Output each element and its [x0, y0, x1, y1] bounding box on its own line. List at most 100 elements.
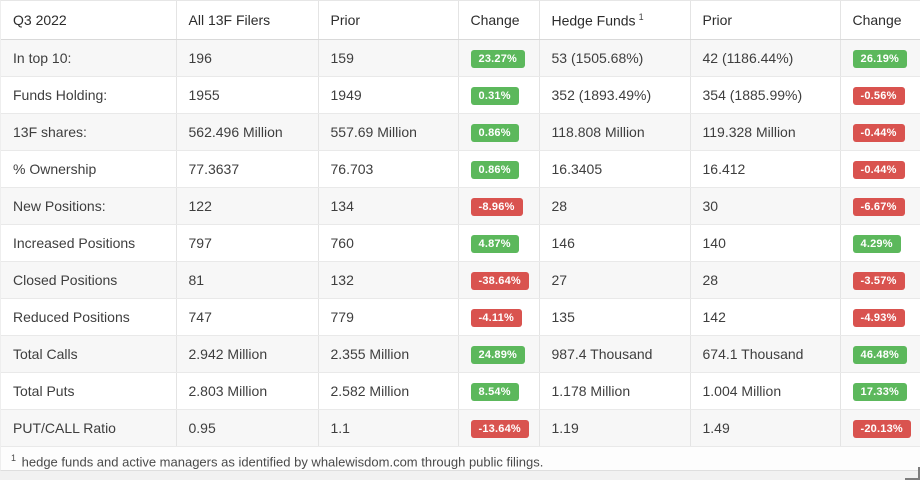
- change-badge: -4.93%: [852, 308, 905, 327]
- change-badge: 17.33%: [852, 382, 908, 401]
- resize-grip-icon[interactable]: [905, 467, 920, 480]
- value-cell: 352 (1893.49%): [539, 76, 691, 114]
- change-cell: 4.29%: [840, 224, 920, 262]
- column-header-label: Prior: [330, 12, 361, 28]
- header-row: Q3 2022 All 13F Filers Prior Change Hedge Fu…: [1, 1, 920, 40]
- footnote-text: hedge funds and active managers as ident…: [18, 454, 544, 470]
- change-badge: 46.48%: [852, 345, 908, 364]
- change-cell: 23.27%: [458, 39, 540, 77]
- prior-cell: 2.355 Million: [318, 335, 459, 373]
- metric-cell: Reduced Positions: [1, 298, 177, 336]
- value-cell: 562.496 Million: [176, 113, 319, 151]
- value-cell: 1955: [176, 76, 319, 114]
- value-cell: 797: [176, 224, 319, 262]
- change-cell: -8.96%: [458, 187, 540, 225]
- value-cell: 146: [539, 224, 691, 262]
- prior-cell: 134: [318, 187, 459, 225]
- prior-cell: 42 (1186.44%): [690, 39, 841, 77]
- value-cell: 16.3405: [539, 150, 691, 188]
- change-cell: -4.11%: [458, 298, 540, 336]
- change-cell: -20.13%: [840, 409, 920, 447]
- column-header-label: Change: [470, 12, 520, 28]
- column-header: Change: [458, 1, 540, 40]
- value-cell: 1.178 Million: [539, 372, 691, 410]
- prior-cell: 119.328 Million: [690, 113, 841, 151]
- change-cell: 8.54%: [458, 372, 540, 410]
- change-badge: 24.89%: [470, 345, 526, 364]
- value-cell: 1.19: [539, 409, 691, 447]
- change-cell: -13.64%: [458, 409, 540, 447]
- value-cell: 77.3637: [176, 150, 319, 188]
- change-badge: -0.44%: [852, 123, 905, 142]
- change-badge: 4.29%: [852, 234, 901, 253]
- metric-cell: Total Calls: [1, 335, 177, 373]
- value-cell: 0.95: [176, 409, 319, 447]
- column-header: Prior: [690, 1, 841, 40]
- metric-cell: Closed Positions: [1, 261, 177, 299]
- table-row: In top 10: 196 159 23.27% 53 (1505.68%) 42 (1…: [1, 39, 920, 77]
- value-cell: 27: [539, 261, 691, 299]
- prior-cell: 1949: [318, 76, 459, 114]
- column-header-label: Q3 2022: [13, 12, 67, 28]
- change-badge: 23.27%: [470, 49, 526, 68]
- table-row: Total Calls 2.942 Million 2.355 Million 24.…: [1, 335, 920, 373]
- metric-cell: New Positions:: [1, 187, 177, 225]
- value-cell: 118.808 Million: [539, 113, 691, 151]
- prior-cell: 2.582 Million: [318, 372, 459, 410]
- change-badge: -0.44%: [852, 160, 905, 179]
- change-cell: 4.87%: [458, 224, 540, 262]
- change-cell: 17.33%: [840, 372, 920, 410]
- change-cell: 24.89%: [458, 335, 540, 373]
- table-body: In top 10: 196 159 23.27% 53 (1505.68%) 42 (1…: [1, 39, 920, 447]
- table-row: Reduced Positions 747 779 -4.11% 135 142 -4.93…: [1, 298, 920, 336]
- metric-cell: PUT/CALL Ratio: [1, 409, 177, 447]
- value-cell: 53 (1505.68%): [539, 39, 691, 77]
- column-header: Q3 2022: [1, 1, 177, 40]
- table-row: Total Puts 2.803 Million 2.582 Million 8.54…: [1, 372, 920, 410]
- value-cell: 987.4 Thousand: [539, 335, 691, 373]
- page-background-strip: [0, 471, 920, 480]
- metric-cell: In top 10:: [1, 39, 177, 77]
- filer-summary-table-wrap: Q3 2022 All 13F Filers Prior Change Hedge Fu…: [0, 0, 920, 447]
- prior-cell: 28: [690, 261, 841, 299]
- metric-cell: Funds Holding:: [1, 76, 177, 114]
- footnote: 1 hedge funds and active managers as ide…: [0, 447, 920, 471]
- prior-cell: 76.703: [318, 150, 459, 188]
- change-cell: -3.57%: [840, 261, 920, 299]
- prior-cell: 16.412: [690, 150, 841, 188]
- prior-cell: 1.49: [690, 409, 841, 447]
- value-cell: 122: [176, 187, 319, 225]
- prior-cell: 1.1: [318, 409, 459, 447]
- value-cell: 28: [539, 187, 691, 225]
- metric-cell: Increased Positions: [1, 224, 177, 262]
- change-cell: 0.31%: [458, 76, 540, 114]
- filer-summary-table: Q3 2022 All 13F Filers Prior Change Hedge Fu…: [1, 1, 920, 447]
- change-badge: -13.64%: [470, 419, 529, 438]
- column-header-label: Change: [852, 12, 902, 28]
- metric-cell: Total Puts: [1, 372, 177, 410]
- change-cell: -0.44%: [840, 113, 920, 151]
- value-cell: 2.803 Million: [176, 372, 319, 410]
- change-badge: 0.86%: [470, 123, 519, 142]
- change-badge: 0.86%: [470, 160, 519, 179]
- change-badge: 0.31%: [470, 86, 519, 105]
- table-row: Funds Holding: 1955 1949 0.31% 352 (1893.49%…: [1, 76, 920, 114]
- value-cell: 2.942 Million: [176, 335, 319, 373]
- prior-cell: 557.69 Million: [318, 113, 459, 151]
- prior-cell: 30: [690, 187, 841, 225]
- change-badge: -3.57%: [852, 271, 905, 290]
- change-cell: -6.67%: [840, 187, 920, 225]
- prior-cell: 159: [318, 39, 459, 77]
- prior-cell: 140: [690, 224, 841, 262]
- change-cell: -0.44%: [840, 150, 920, 188]
- change-badge: -20.13%: [852, 419, 911, 438]
- prior-cell: 674.1 Thousand: [690, 335, 841, 373]
- prior-cell: 1.004 Million: [690, 372, 841, 410]
- change-badge: -4.11%: [470, 308, 522, 327]
- column-header: Prior: [318, 1, 459, 40]
- prior-cell: 354 (1885.99%): [690, 76, 841, 114]
- table-row: % Ownership 77.3637 76.703 0.86% 16.3405 16.4…: [1, 150, 920, 188]
- column-header: Change: [840, 1, 920, 40]
- change-cell: -38.64%: [458, 261, 540, 299]
